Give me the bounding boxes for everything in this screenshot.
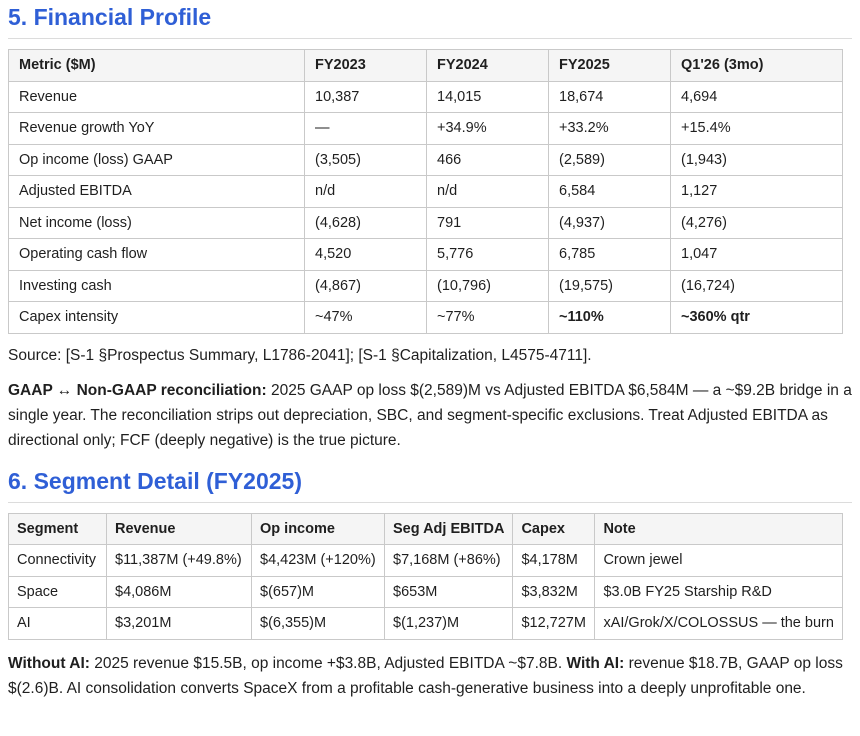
table-cell: 1,127: [670, 175, 843, 208]
table-cell: $3,201M: [106, 607, 252, 640]
column-header: Q1'26 (3mo): [670, 49, 843, 82]
table-cell: 14,015: [426, 80, 549, 113]
note-body-without-ai: 2025 revenue $15.5B, op income +$3.8B, A…: [89, 654, 567, 672]
segment-detail-table: Segment Revenue Op income Seg Adj EBITDA…: [8, 512, 843, 640]
table-cell: (4,276): [670, 206, 843, 239]
table-cell: (10,796): [426, 269, 549, 302]
table-cell: 1,047: [670, 238, 843, 271]
table-cell: $4,086M: [106, 575, 252, 608]
table-cell: xAI/Grok/X/COLOSSUS — the burn: [594, 607, 843, 640]
table-cell: 4,694: [670, 80, 843, 113]
table-cell: ~47%: [304, 301, 427, 334]
column-header: FY2024: [426, 49, 549, 82]
table-cell: ~77%: [426, 301, 549, 334]
metric-label: Investing cash: [8, 269, 305, 302]
table-row: Net income (loss) (4,628) 791 (4,937) (4…: [8, 206, 843, 239]
table-cell: (1,943): [670, 143, 843, 176]
table-header-row: Segment Revenue Op income Seg Adj EBITDA…: [8, 512, 843, 545]
column-header: Note: [594, 512, 843, 545]
table-row: Adjusted EBITDA n/d n/d 6,584 1,127: [8, 175, 843, 208]
table-cell: 18,674: [548, 80, 671, 113]
segment-note-paragraph: Without AI: 2025 revenue $15.5B, op inco…: [8, 651, 852, 701]
table-cell: +15.4%: [670, 112, 843, 145]
table-cell: $(657)M: [251, 575, 385, 608]
table-row: Revenue growth YoY — +34.9% +33.2% +15.4…: [8, 112, 843, 145]
table-cell: $(1,237)M: [383, 607, 514, 640]
document: 5. Financial Profile Metric ($M) FY2023 …: [8, 4, 852, 701]
table-cell: (19,575): [548, 269, 671, 302]
table-cell: (2,589): [548, 143, 671, 176]
metric-label: Op income (loss) GAAP: [8, 143, 305, 176]
reconciliation-lead: GAAP ↔ Non-GAAP reconciliation:: [8, 381, 267, 399]
table-cell: 5,776: [426, 238, 549, 271]
note-body-with-ai: revenue $18.7B, GAAP op loss $(2.6)B. AI…: [8, 654, 843, 697]
table-row: Connectivity $11,387M (+49.8%) $4,423M (…: [8, 544, 843, 577]
column-header: FY2025: [548, 49, 671, 82]
metric-label: Adjusted EBITDA: [8, 175, 305, 208]
section-heading-financial-profile: 5. Financial Profile: [8, 4, 212, 30]
table-cell: 791: [426, 206, 549, 239]
table-cell: Crown jewel: [594, 544, 843, 577]
table-cell: 6,785: [548, 238, 671, 271]
heading-divider: [8, 38, 852, 39]
table-cell: $653M: [383, 575, 514, 608]
heading-divider: [8, 501, 852, 503]
reconciliation-paragraph: GAAP ↔ Non-GAAP reconciliation: 2025 GAA…: [8, 378, 852, 453]
table-cell: (16,724): [670, 269, 843, 302]
column-header: FY2023: [304, 49, 427, 82]
table-cell: (4,937): [548, 206, 671, 239]
segment-label: Space: [8, 575, 107, 608]
table-row: Investing cash (4,867) (10,796) (19,575)…: [8, 269, 843, 302]
column-header: Segment: [8, 512, 107, 545]
table-cell: 4,520: [304, 238, 427, 271]
table-cell: $3,832M: [512, 575, 596, 608]
table-row: Space $4,086M $(657)M $653M $3,832M $3.0…: [8, 575, 843, 608]
metric-label: Capex intensity: [8, 301, 305, 334]
column-header: Op income: [251, 512, 385, 545]
table-cell: $4,423M (+120%): [251, 544, 385, 577]
table-cell: n/d: [304, 175, 427, 208]
metric-label: Revenue: [8, 80, 305, 113]
section-heading-segment-detail: 6. Segment Detail (FY2025): [8, 467, 302, 494]
table-cell: +33.2%: [548, 112, 671, 145]
metric-label: Net income (loss): [8, 206, 305, 239]
table-cell-emphasis: ~110%: [548, 301, 671, 334]
table-cell: 6,584: [548, 175, 671, 208]
table-row: Revenue 10,387 14,015 18,674 4,694: [8, 80, 843, 113]
table-cell: $3.0B FY25 Starship R&D: [594, 575, 843, 608]
table-cell: +34.9%: [426, 112, 549, 145]
table-cell-emphasis: ~360% qtr: [670, 301, 843, 334]
metric-label: Revenue growth YoY: [8, 112, 305, 145]
metric-label: Operating cash flow: [8, 238, 305, 271]
reconciliation-body: 2025 GAAP op loss $(2,589)M vs Adjusted …: [8, 381, 852, 449]
table-cell: (4,628): [304, 206, 427, 239]
source-citation: Source: [S-1 §Prospectus Summary, L1786-…: [8, 346, 592, 364]
column-header: Capex: [512, 512, 596, 545]
table-row: Op income (loss) GAAP (3,505) 466 (2,589…: [8, 143, 843, 176]
table-cell: n/d: [426, 175, 549, 208]
table-row: Operating cash flow 4,520 5,776 6,785 1,…: [8, 238, 843, 271]
column-header: Revenue: [106, 512, 252, 545]
table-cell: 10,387: [304, 80, 427, 113]
table-cell: $4,178M: [512, 544, 596, 577]
financial-profile-table: Metric ($M) FY2023 FY2024 FY2025 Q1'26 (…: [8, 49, 843, 334]
segment-label: Connectivity: [8, 544, 107, 577]
column-header: Seg Adj EBITDA: [383, 512, 514, 545]
note-lead-with-ai: With AI:: [566, 654, 625, 672]
table-row: AI $3,201M $(6,355)M $(1,237)M $12,727M …: [8, 607, 843, 640]
table-cell: $(6,355)M: [251, 607, 385, 640]
table-cell: $12,727M: [512, 607, 596, 640]
table-cell: $7,168M (+86%): [383, 544, 514, 577]
segment-label: AI: [8, 607, 107, 640]
table-cell: —: [304, 112, 427, 145]
table-cell: (3,505): [304, 143, 427, 176]
table-header-row: Metric ($M) FY2023 FY2024 FY2025 Q1'26 (…: [8, 49, 843, 82]
table-cell: 466: [426, 143, 549, 176]
table-cell: $11,387M (+49.8%): [106, 544, 252, 577]
column-header: Metric ($M): [8, 49, 305, 82]
table-cell: (4,867): [304, 269, 427, 302]
note-lead-without-ai: Without AI:: [8, 654, 90, 672]
table-row: Capex intensity ~47% ~77% ~110% ~360% qt…: [8, 301, 843, 334]
